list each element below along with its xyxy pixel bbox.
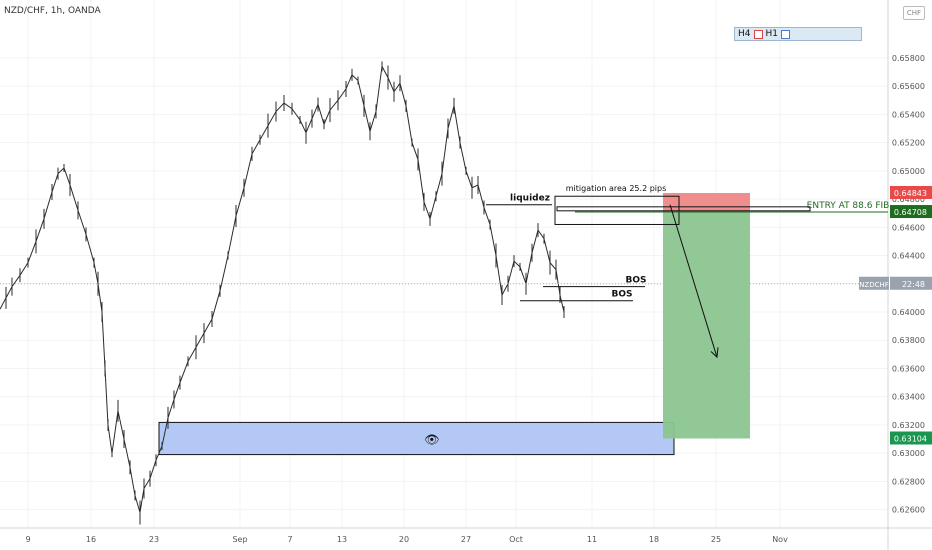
projection-arrow-line [669, 204, 718, 358]
demand-zone [158, 421, 675, 456]
x-tick-label: 9 [25, 535, 30, 544]
liquidity-label: liquidez [510, 194, 550, 204]
chart-symbol-header: NZD/CHF, 1h, OANDA [4, 6, 101, 16]
badge-stop: 0.64843 [894, 189, 927, 198]
y-tick-label: 0.63400 [892, 393, 925, 402]
bos-label: BOS [626, 276, 647, 286]
y-tick-label: 0.62600 [892, 506, 925, 515]
price-tag-symbol: NZDCHF [859, 281, 889, 289]
y-tick-label: 0.63600 [892, 364, 925, 373]
x-tick-label: 7 [287, 535, 292, 544]
y-tick-label: 0.64000 [892, 308, 925, 317]
badge-target: 0.63104 [894, 434, 927, 443]
h1-trend-icon[interactable] [781, 29, 790, 39]
y-tick-label: 0.64600 [892, 223, 925, 232]
y-tick-label: 0.63200 [892, 421, 925, 430]
y-tick-label: 0.63800 [892, 336, 925, 345]
y-tick-label: 0.64400 [892, 252, 925, 261]
y-tick-label: 0.65600 [892, 82, 925, 91]
y-tick-label: 0.65000 [892, 167, 925, 176]
x-tick-label: 23 [149, 535, 159, 544]
price-tag-time: 22:48 [902, 280, 925, 289]
x-tick-label: 18 [649, 535, 659, 544]
badge-entry-bg [890, 205, 932, 219]
x-tick-label: Nov [772, 535, 788, 544]
eye-icon: 👁 [424, 432, 439, 446]
price-line [0, 64, 565, 513]
x-tick-label: 16 [86, 535, 96, 544]
projection-arrow-head [710, 347, 719, 359]
x-tick-label: Oct [509, 535, 523, 544]
y-tick-label: 0.64800 [892, 195, 925, 204]
price-tag-symbol-bg [859, 276, 889, 290]
y-tick-label: 0.63000 [892, 449, 925, 458]
y-tick-label: 0.65200 [892, 139, 925, 148]
mitigation-label: mitigation area 25.2 pips [566, 184, 667, 193]
x-tick-label: 27 [461, 535, 471, 544]
timeframe-h1-label[interactable]: H1 [765, 29, 779, 39]
price-tag-time-bg [890, 276, 932, 290]
x-tick-label: 11 [587, 535, 597, 544]
x-tick-label: 13 [337, 535, 347, 544]
x-tick-label: 25 [711, 535, 721, 544]
timeframe-h4-label[interactable]: H4 [738, 29, 751, 39]
mitigation-inner-box [556, 206, 811, 212]
bos-label: BOS [612, 290, 633, 300]
x-tick-label: Sep [232, 535, 247, 544]
timeframe-panel[interactable]: H4 H1 [734, 27, 862, 41]
currency-badge[interactable]: CHF [903, 6, 925, 20]
badge-stop-bg [890, 185, 932, 199]
y-tick-label: 0.62800 [892, 477, 925, 486]
y-tick-label: 0.65400 [892, 110, 925, 119]
x-tick-label: 20 [399, 535, 409, 544]
h4-trend-icon[interactable] [753, 29, 763, 39]
target-zone [663, 212, 750, 439]
badge-entry: 0.64708 [894, 208, 927, 217]
y-tick-label: 0.65800 [892, 54, 925, 63]
entry-label: ENTRY AT 88.6 FIB [807, 201, 890, 211]
badge-target-bg [890, 431, 932, 445]
